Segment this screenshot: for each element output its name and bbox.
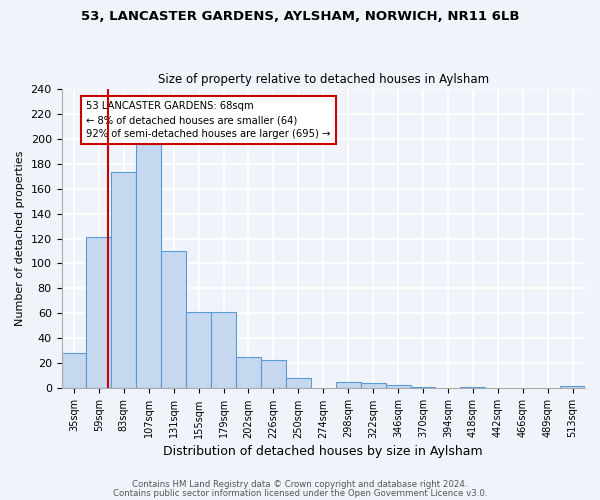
Bar — [161, 251, 186, 388]
Text: Contains public sector information licensed under the Open Government Licence v3: Contains public sector information licen… — [113, 490, 487, 498]
Bar — [336, 382, 361, 388]
Bar — [186, 312, 211, 388]
Bar — [112, 172, 136, 388]
Bar — [386, 384, 410, 388]
Bar — [62, 354, 86, 388]
Bar — [236, 357, 261, 388]
Bar — [410, 387, 436, 388]
Bar — [211, 312, 236, 388]
Bar — [86, 238, 112, 388]
Bar — [361, 384, 386, 388]
Text: 53, LANCASTER GARDENS, AYLSHAM, NORWICH, NR11 6LB: 53, LANCASTER GARDENS, AYLSHAM, NORWICH,… — [81, 10, 519, 23]
Bar — [136, 141, 161, 388]
Bar — [560, 386, 585, 388]
Bar — [286, 378, 311, 388]
Text: 53 LANCASTER GARDENS: 68sqm
← 8% of detached houses are smaller (64)
92% of semi: 53 LANCASTER GARDENS: 68sqm ← 8% of deta… — [86, 101, 331, 139]
Bar — [460, 387, 485, 388]
Y-axis label: Number of detached properties: Number of detached properties — [15, 151, 25, 326]
Bar — [261, 360, 286, 388]
Text: Contains HM Land Registry data © Crown copyright and database right 2024.: Contains HM Land Registry data © Crown c… — [132, 480, 468, 489]
Title: Size of property relative to detached houses in Aylsham: Size of property relative to detached ho… — [158, 73, 489, 86]
X-axis label: Distribution of detached houses by size in Aylsham: Distribution of detached houses by size … — [163, 444, 483, 458]
